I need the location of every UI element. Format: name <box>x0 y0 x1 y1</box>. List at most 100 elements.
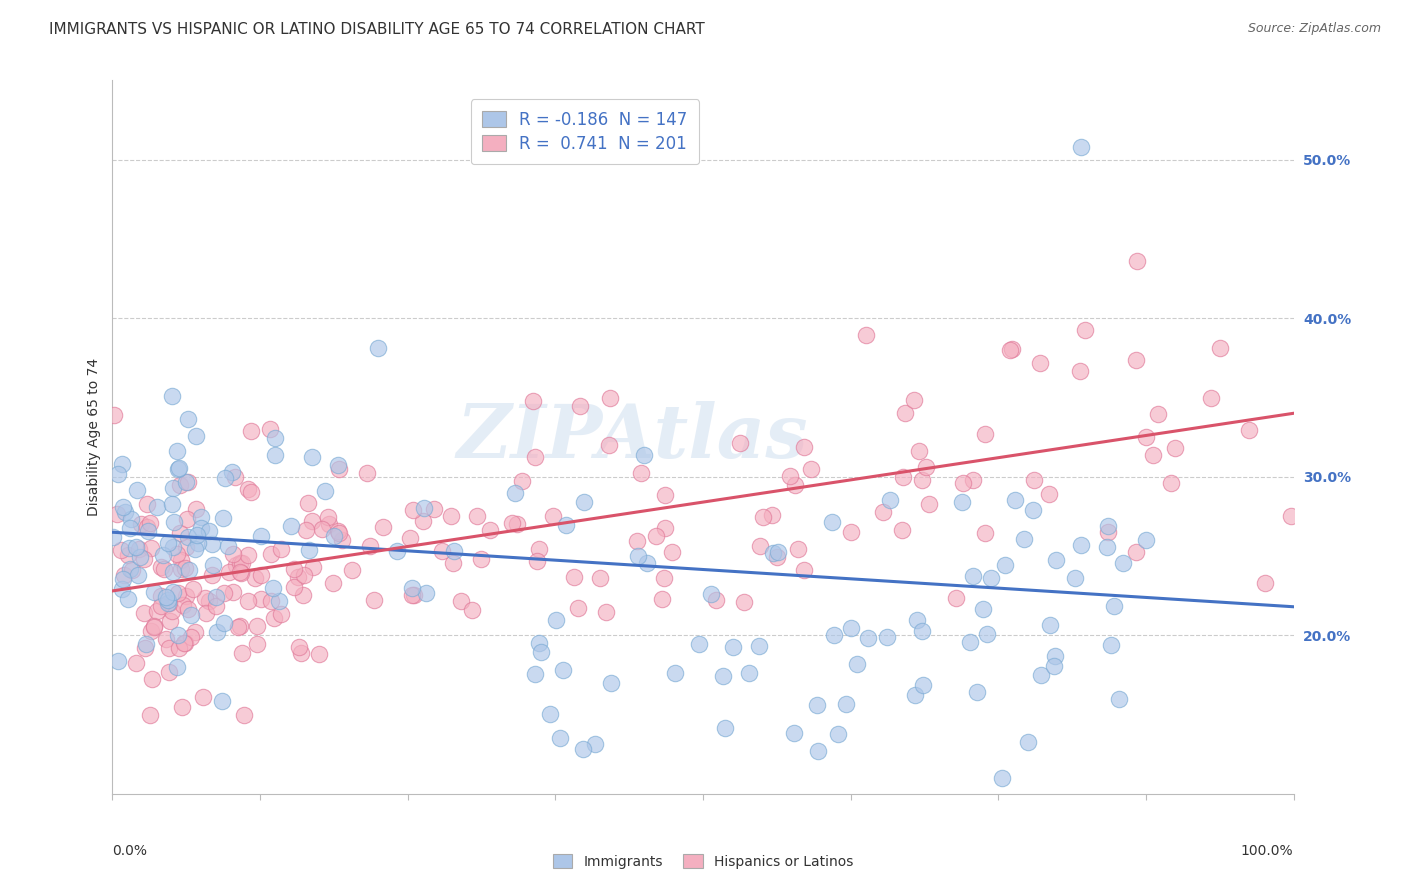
Point <box>212 616 235 631</box>
Point <box>308 648 330 662</box>
Point <box>823 628 845 642</box>
Point <box>155 590 177 604</box>
Point <box>190 521 212 535</box>
Point <box>166 547 188 561</box>
Point <box>654 487 676 501</box>
Point <box>636 556 658 570</box>
Point <box>187 535 209 549</box>
Point <box>169 640 191 655</box>
Point <box>1199 392 1222 406</box>
Point <box>841 621 863 635</box>
Point <box>356 466 378 480</box>
Point <box>174 560 197 574</box>
Point <box>240 484 263 499</box>
Point <box>952 495 974 509</box>
Point <box>962 473 984 487</box>
Point <box>994 558 1017 572</box>
Point <box>952 475 974 490</box>
Point <box>340 563 363 577</box>
Point <box>359 539 381 553</box>
Point <box>243 571 266 585</box>
Point <box>1160 475 1182 490</box>
Point <box>292 588 315 602</box>
Point <box>572 742 595 756</box>
Point <box>290 647 312 661</box>
Point <box>962 568 984 582</box>
Point <box>221 548 243 562</box>
Point <box>318 516 340 531</box>
Point <box>225 558 247 572</box>
Point <box>177 602 200 616</box>
Point <box>412 500 434 515</box>
Point <box>287 640 309 654</box>
Point <box>283 562 305 576</box>
Point <box>117 548 139 562</box>
Point <box>1237 423 1260 437</box>
Point <box>184 501 207 516</box>
Point <box>876 631 898 645</box>
Point <box>169 461 191 475</box>
Point <box>1039 618 1062 632</box>
Point <box>385 544 408 558</box>
Point <box>371 519 394 533</box>
Point <box>1017 735 1039 749</box>
Point <box>184 541 207 556</box>
Point <box>160 497 183 511</box>
Point <box>205 599 228 613</box>
Point <box>827 727 849 741</box>
Point <box>599 391 621 405</box>
Point <box>128 541 150 556</box>
Point <box>264 431 287 445</box>
Point <box>149 589 172 603</box>
Point <box>461 603 484 617</box>
Point <box>143 620 166 634</box>
Point <box>914 459 936 474</box>
Point <box>218 566 240 580</box>
Point <box>918 497 941 511</box>
Point <box>110 542 132 557</box>
Point <box>544 613 567 627</box>
Point <box>723 640 745 654</box>
Point <box>1074 323 1097 337</box>
Point <box>316 510 339 524</box>
Point <box>367 341 389 355</box>
Point <box>103 530 125 544</box>
Point <box>212 511 235 525</box>
Point <box>259 547 281 561</box>
Point <box>503 486 526 500</box>
Point <box>287 570 309 584</box>
Text: 100.0%: 100.0% <box>1241 844 1294 858</box>
Point <box>224 470 246 484</box>
Point <box>1254 575 1277 590</box>
Point <box>548 731 571 745</box>
Point <box>301 514 323 528</box>
Point <box>903 392 925 407</box>
Point <box>654 521 676 535</box>
Point <box>163 515 186 529</box>
Point <box>262 581 284 595</box>
Point <box>264 448 287 462</box>
Point <box>129 517 152 532</box>
Point <box>302 560 325 574</box>
Point <box>1146 407 1168 421</box>
Point <box>152 549 174 563</box>
Point <box>1095 540 1118 554</box>
Point <box>855 328 877 343</box>
Point <box>800 462 823 476</box>
Point <box>174 540 197 554</box>
Point <box>1064 571 1087 585</box>
Point <box>125 540 148 554</box>
Point <box>568 399 591 413</box>
Point <box>1070 538 1092 552</box>
Point <box>162 565 184 579</box>
Point <box>114 504 136 518</box>
Point <box>169 562 191 576</box>
Point <box>107 654 129 668</box>
Point <box>688 637 710 651</box>
Point <box>835 697 858 711</box>
Point <box>297 496 319 510</box>
Point <box>201 537 224 551</box>
Point <box>167 628 190 642</box>
Point <box>633 448 655 462</box>
Point <box>762 546 785 560</box>
